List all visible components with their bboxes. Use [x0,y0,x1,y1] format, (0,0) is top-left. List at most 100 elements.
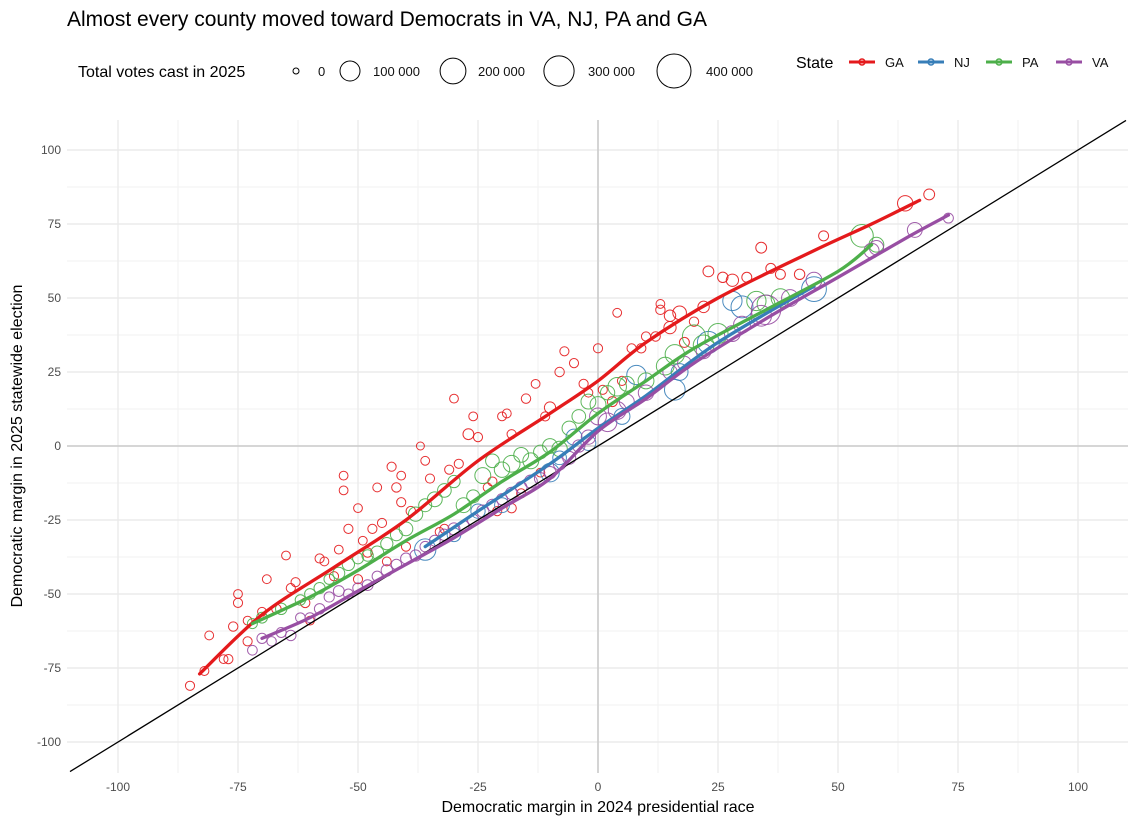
data-point [540,411,551,422]
trend-line-ga [197,198,922,676]
data-point [493,461,511,478]
series-points-pa [246,224,885,630]
y-tick-label: -25 [44,513,62,527]
data-point [338,485,349,496]
data-point [426,491,443,508]
data-point [559,346,570,357]
data-point [449,393,459,404]
data-point [650,331,661,342]
data-point [314,553,325,564]
data-point [501,408,512,419]
data-point [571,409,587,424]
data-point [580,429,597,445]
data-point [470,503,486,519]
data-point [793,268,806,281]
data-point [468,411,479,422]
data-point [391,482,402,493]
data-point [616,375,628,386]
data-point [357,535,368,546]
data-point [530,378,541,389]
data-point [801,276,827,303]
data-point [367,523,378,534]
data-point [246,618,258,630]
x-tick-label: 100 [1068,780,1088,794]
data-point [372,482,383,493]
data-point [597,412,618,433]
data-point [578,378,589,389]
color-legend-label-nj: NJ [954,55,970,70]
color-legend-label-ga: GA [885,55,904,70]
data-point [232,597,244,608]
data-point [702,265,715,278]
data-point [663,320,677,335]
size-legend-circle [339,60,361,82]
data-point [376,517,388,529]
data-point [513,446,530,463]
data-point [725,273,740,287]
y-tick-label: -100 [37,735,61,749]
size-legend-label: 200 000 [478,64,525,79]
data-point [333,544,344,555]
data-point [612,307,623,318]
size-legend-label: 100 000 [373,64,420,79]
data-point [580,393,597,410]
data-point [568,358,580,369]
y-tick-label: -50 [44,587,62,601]
data-point [407,506,424,522]
data-point [472,432,484,443]
size-legend-circle [543,55,575,87]
data-point [618,375,635,392]
data-point [437,483,452,498]
x-tick-label: -100 [106,780,130,794]
x-axis-label: Democratic margin in 2024 presidential r… [441,799,754,816]
data-point [319,556,330,567]
data-point [223,654,234,665]
data-point [424,473,436,484]
color-legend-marker-va [1065,58,1073,66]
data-point [462,428,475,441]
data-point [332,585,345,597]
data-point [242,636,253,647]
data-point [444,464,455,475]
x-tick-label: -75 [229,780,247,794]
data-point [697,300,710,314]
data-point [678,336,690,348]
data-point [338,470,349,481]
data-point [396,497,407,508]
color-legend-marker-nj [927,58,935,66]
trend-line-pa [250,243,874,626]
color-legend-marker-ga [858,58,866,66]
x-tick-label: 25 [711,780,725,794]
data-point [353,503,363,514]
data-point [418,498,433,513]
data-point [199,665,210,676]
data-point [774,268,786,280]
data-point [589,407,607,426]
data-point [497,411,507,422]
x-tick-label: -50 [349,780,367,794]
data-point [218,654,229,665]
color-legend-label-va: VA [1092,55,1109,70]
data-point [285,629,297,642]
data-point [520,393,532,404]
data-point [304,612,316,624]
y-tick-label: 50 [48,291,62,305]
data-point [552,450,567,466]
data-point [455,497,472,514]
data-point [688,316,700,327]
size-legend-circle [292,67,300,75]
data-point [746,290,767,312]
chart-title: Almost every county moved toward Democra… [67,8,707,31]
data-point [227,621,239,632]
data-point [485,453,500,469]
size-legend-label: 400 000 [706,64,753,79]
data-point [386,461,397,472]
data-point [415,441,425,451]
color-legend: State GA NJ PA VA [796,55,1109,72]
y-tick-label: 0 [54,439,61,453]
data-point [626,364,647,386]
data-point [655,304,666,316]
data-point [380,537,394,551]
data-point [381,556,392,567]
